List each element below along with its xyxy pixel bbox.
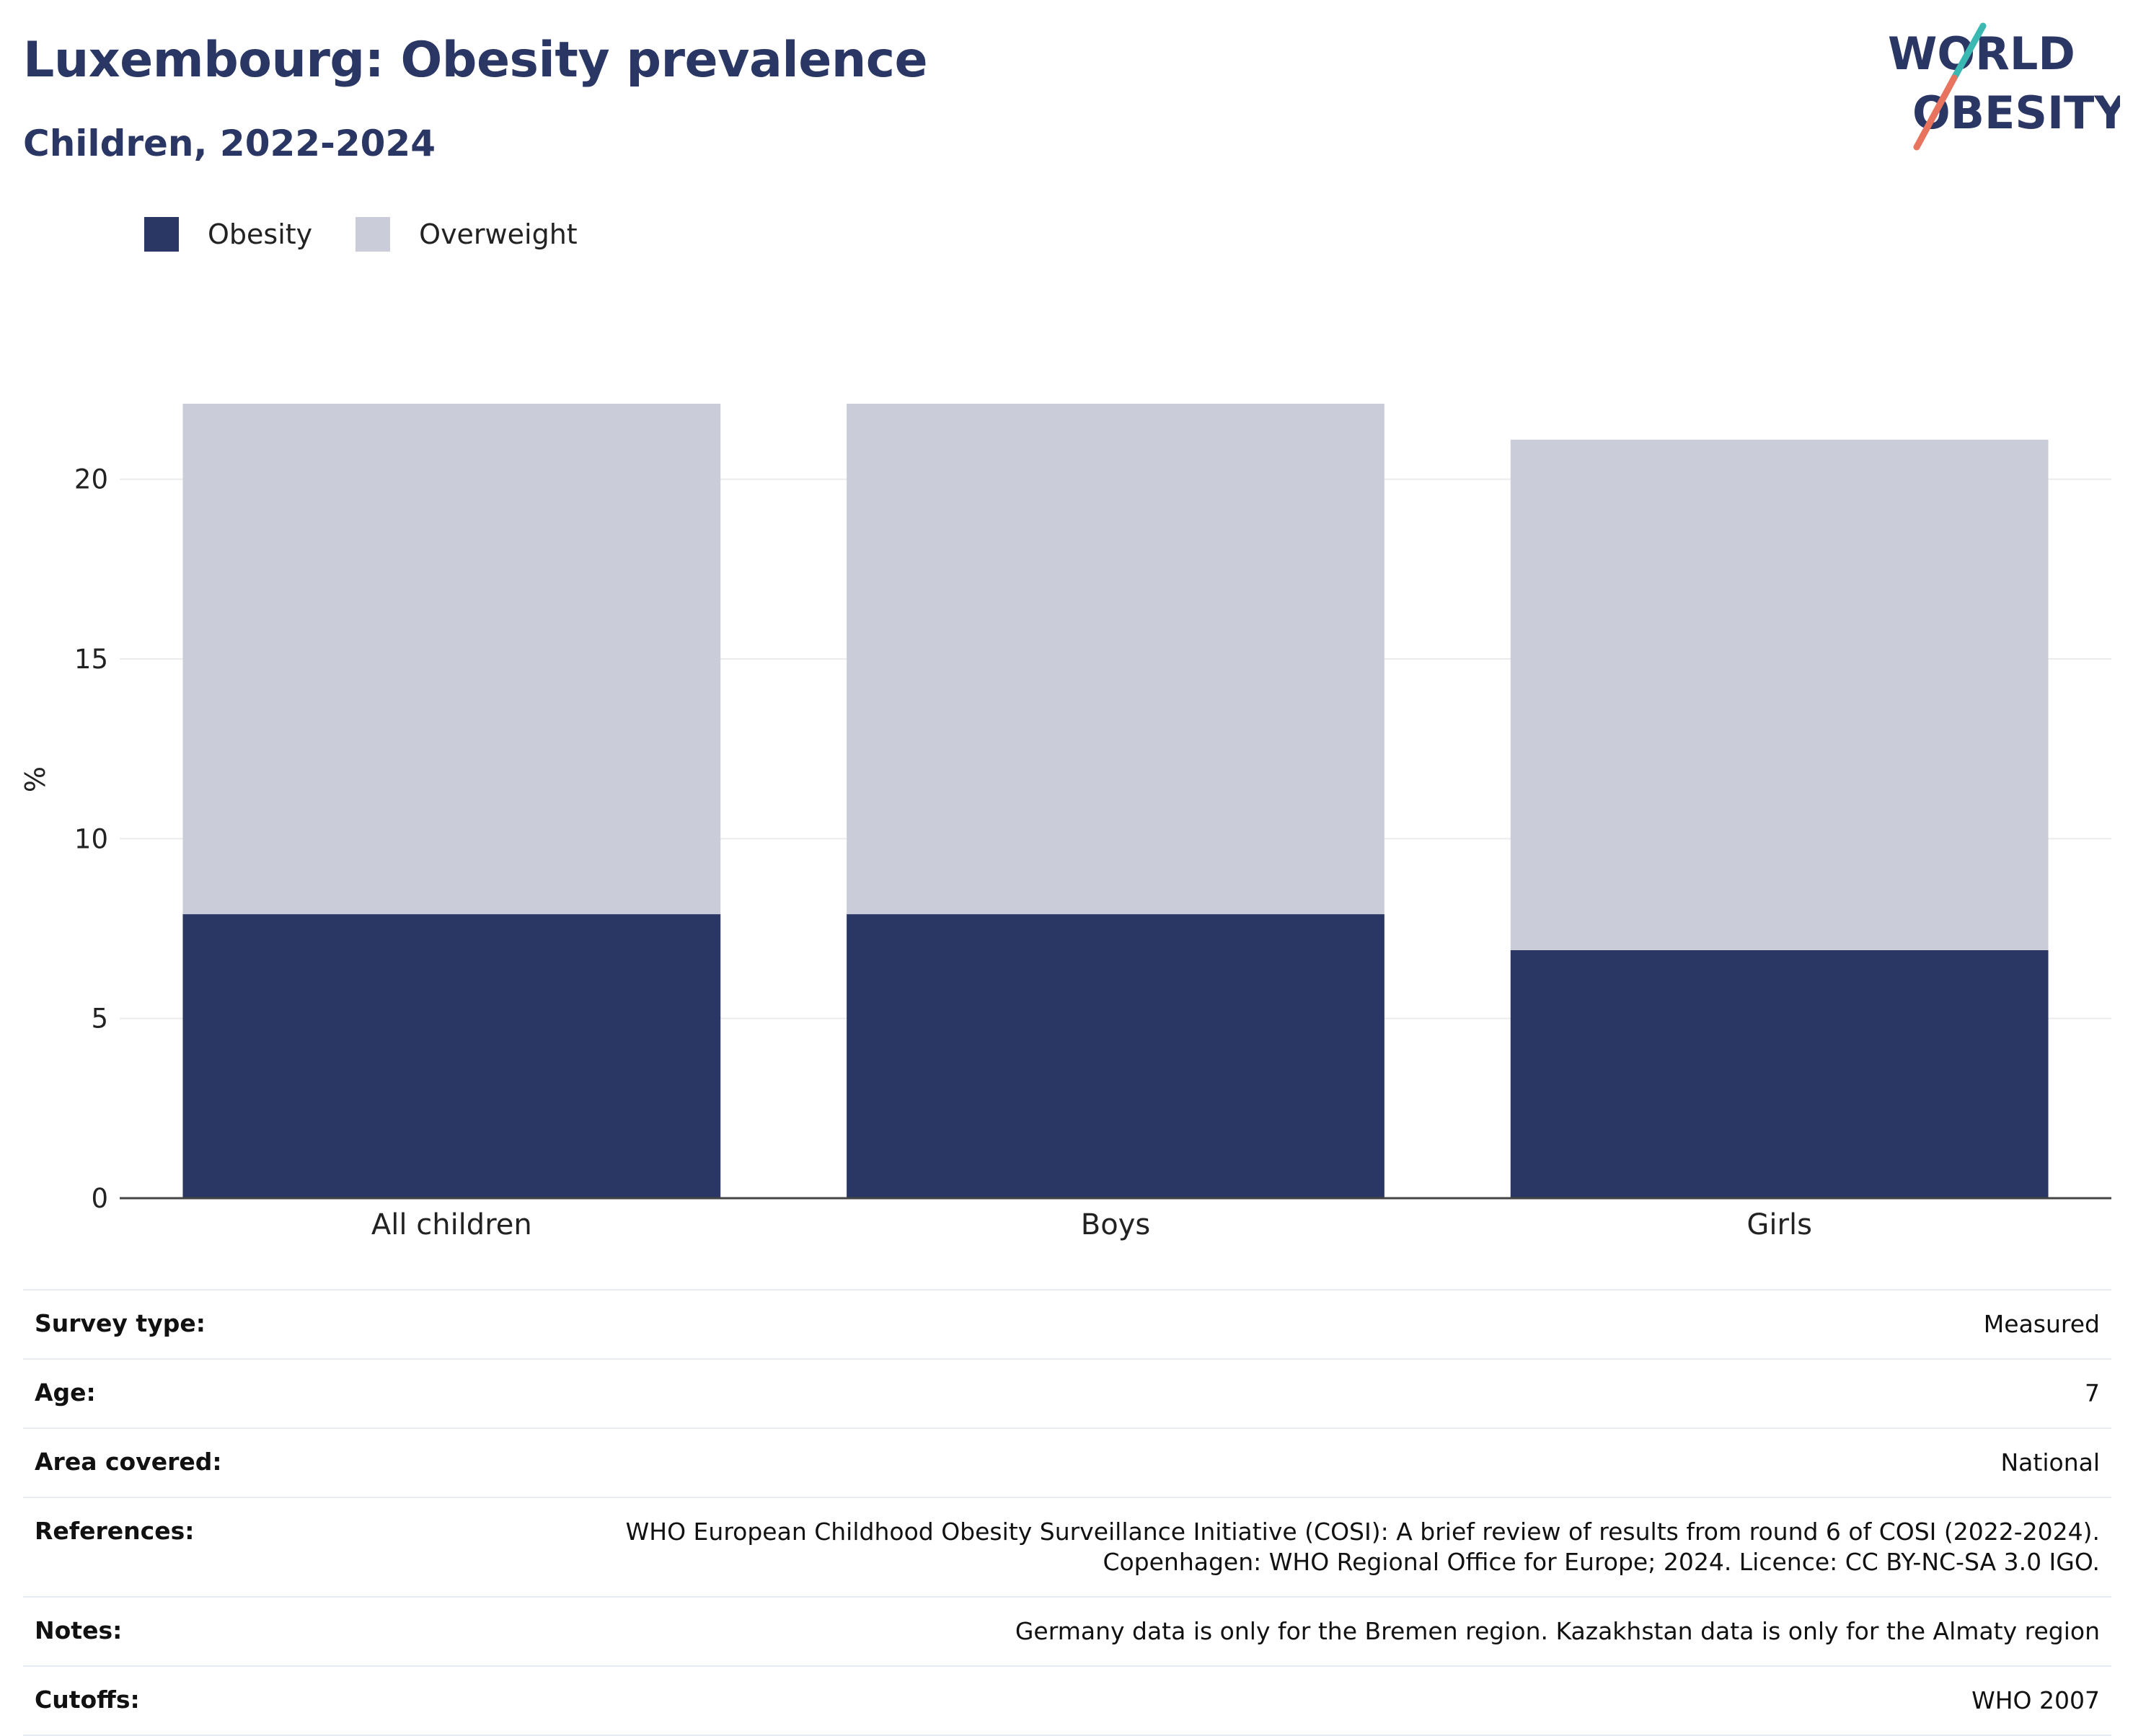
- legend-item-overweight[interactable]: Overweight: [356, 217, 578, 252]
- y-tick-label-20: 20: [74, 464, 108, 495]
- metadata-key-survey-type: Survey type:: [23, 1289, 335, 1359]
- metadata-key-area-covered: Area covered:: [23, 1427, 335, 1497]
- world-obesity-logo: WORLD OBESITY: [1888, 22, 2120, 151]
- x-tick-label-girls: Girls: [1746, 1208, 1812, 1241]
- metadata-row-age: Age: 7: [23, 1358, 2111, 1428]
- y-tick-label-10: 10: [74, 823, 108, 854]
- bar-overweight-girls[interactable]: [1510, 439, 2049, 950]
- metadata-row-cutoffs: Cutoffs: WHO 2007: [23, 1665, 2111, 1736]
- bar-overweight-all-children[interactable]: [182, 404, 721, 915]
- y-tick-label-5: 5: [91, 1004, 108, 1035]
- metadata-value-area-covered: National: [335, 1427, 2111, 1497]
- metadata-row-references: References: WHO European Childhood Obesit…: [23, 1497, 2111, 1597]
- metadata-value-line: National: [2000, 1448, 2100, 1476]
- metadata-key-age: Age:: [23, 1358, 335, 1428]
- logo-slash-bottom: [1913, 74, 1958, 151]
- chart-legend: Obesity Overweight: [144, 216, 621, 252]
- logo-text-world: WORLD: [1888, 27, 2075, 80]
- metadata-value-survey-type: Measured: [335, 1289, 2111, 1359]
- metadata-value-line: Measured: [1983, 1310, 2100, 1338]
- legend-label-obesity: Obesity: [208, 218, 313, 250]
- y-tick-label-0: 0: [91, 1183, 108, 1214]
- metadata-key-cutoffs: Cutoffs:: [23, 1665, 335, 1736]
- metadata-value-line: WHO 2007: [1971, 1686, 2100, 1714]
- metadata-key-references: References:: [23, 1497, 335, 1597]
- legend-item-obesity[interactable]: Obesity: [144, 217, 312, 252]
- x-tick-label-boys: Boys: [1081, 1208, 1150, 1241]
- bar-obesity-boys[interactable]: [847, 914, 1385, 1198]
- chart-title: Luxembourg: Obesity prevalence: [23, 32, 928, 89]
- stacked-bar-chart: 0 5 10 15 20 All children Boys Girls %: [19, 404, 2111, 1241]
- metadata-value-cutoffs: WHO 2007: [335, 1665, 2111, 1736]
- chart-subtitle: Children, 2022-2024: [23, 123, 436, 164]
- legend-swatch-obesity: [144, 217, 179, 252]
- bar-overweight-boys[interactable]: [847, 404, 1385, 915]
- bars: [182, 404, 2049, 1198]
- bar-obesity-girls[interactable]: [1510, 949, 2049, 1198]
- metadata-value-line: Germany data is only for the Bremen regi…: [1015, 1617, 2100, 1645]
- metadata-value-line: Copenhagen: WHO Regional Office for Euro…: [1103, 1548, 2100, 1576]
- legend-label-overweight: Overweight: [419, 218, 578, 250]
- metadata-value-line: WHO European Childhood Obesity Surveilla…: [625, 1518, 2100, 1546]
- metadata-row-area-covered: Area covered: National: [23, 1427, 2111, 1497]
- metadata-value-notes: Germany data is only for the Bremen regi…: [335, 1596, 2111, 1666]
- metadata-row-survey-type: Survey type: Measured: [23, 1289, 2111, 1359]
- metadata-value-references: WHO European Childhood Obesity Surveilla…: [335, 1497, 2111, 1597]
- y-tick-labels: 0 5 10 15 20: [74, 464, 108, 1214]
- bar-obesity-all-children[interactable]: [182, 914, 721, 1198]
- y-tick-label-15: 15: [74, 644, 108, 675]
- x-tick-labels: All children Boys Girls: [371, 1208, 1812, 1241]
- y-axis-label: %: [19, 766, 51, 792]
- metadata-row-notes: Notes: Germany data is only for the Breme…: [23, 1596, 2111, 1666]
- legend-swatch-overweight: [356, 217, 391, 252]
- metadata-key-notes: Notes:: [23, 1596, 335, 1666]
- metadata-value-age: 7: [335, 1358, 2111, 1428]
- metadata-table: Survey type: Measured Age: 7 Area covered: Na…: [23, 1289, 2111, 1736]
- metadata-value-line: 7: [2085, 1379, 2100, 1407]
- x-tick-label-all-children: All children: [371, 1208, 532, 1241]
- logo-slash-top: [1951, 22, 1987, 81]
